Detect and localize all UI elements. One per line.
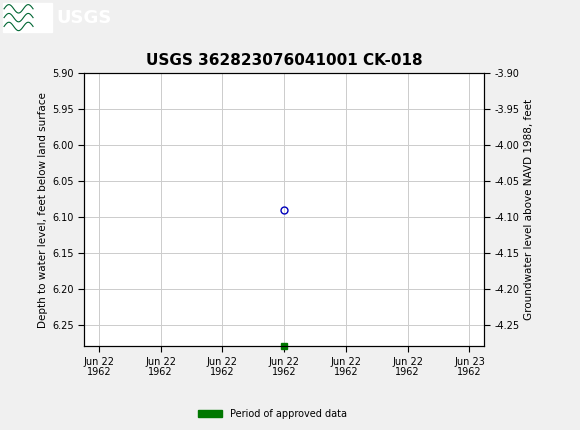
Y-axis label: Depth to water level, feet below land surface: Depth to water level, feet below land su… — [38, 92, 48, 328]
Y-axis label: Groundwater level above NAVD 1988, feet: Groundwater level above NAVD 1988, feet — [524, 99, 534, 320]
Title: USGS 362823076041001 CK-018: USGS 362823076041001 CK-018 — [146, 53, 422, 68]
Text: USGS: USGS — [57, 9, 112, 27]
Legend: Period of approved data: Period of approved data — [194, 405, 351, 423]
Bar — [3, 3, 52, 32]
